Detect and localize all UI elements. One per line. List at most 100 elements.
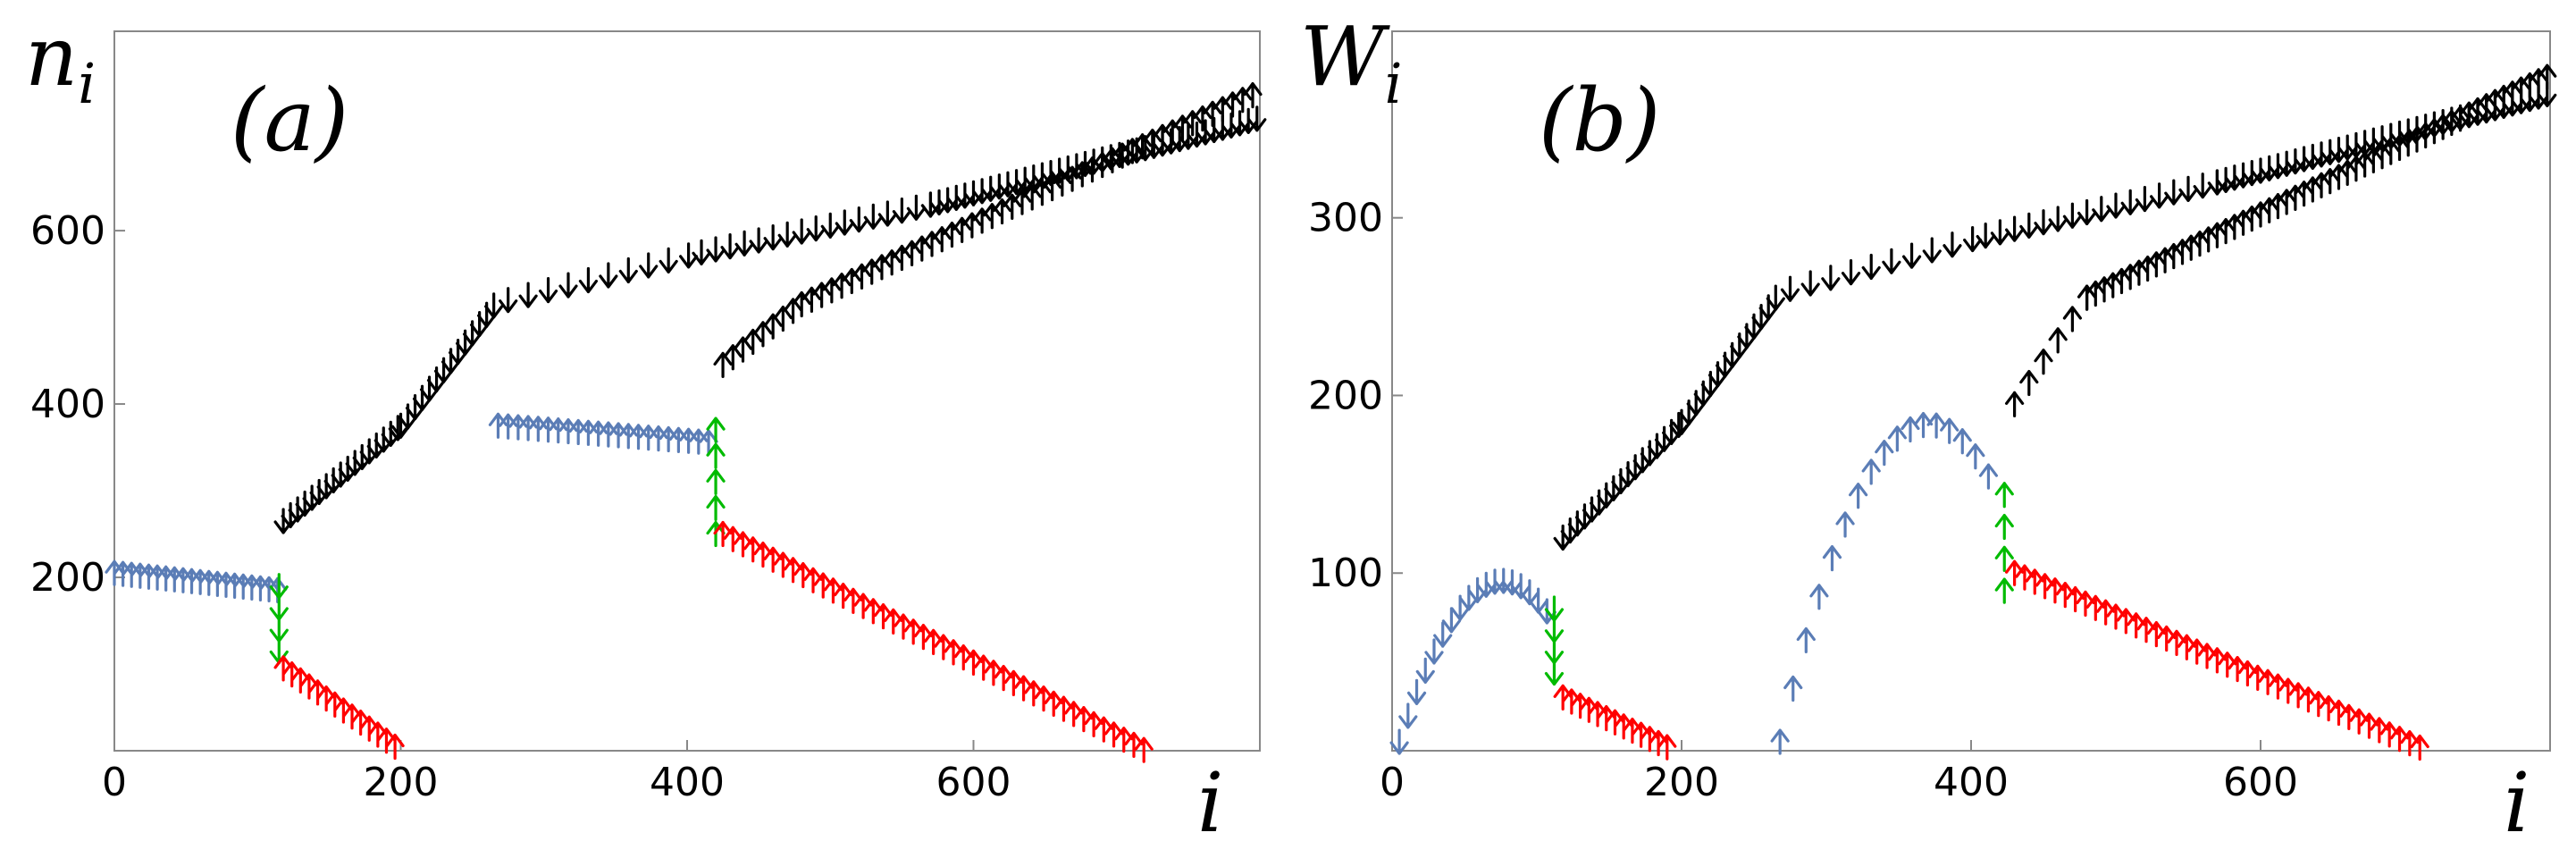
arrow-marker-b-12-40: [2424, 118, 2444, 145]
arrow-marker-a-5-9: [679, 242, 699, 269]
arrow-marker-a-10-20: [913, 624, 934, 651]
arrow-marker-a-6-5: [763, 224, 783, 251]
arrow-marker-b-12-33: [2363, 147, 2383, 174]
arrow-marker-b-6-13: [2164, 179, 2184, 206]
arrow-marker-a-6-13: [877, 200, 897, 227]
arrow-marker-b-1-0: [1544, 595, 1565, 622]
arrow-marker-b-3-11: [1632, 447, 1652, 474]
arrow-marker-b-10-14: [2146, 620, 2166, 648]
arrow-marker-a-11-6: [773, 305, 793, 332]
arrow-marker-b-12-39: [2416, 122, 2436, 149]
arrow-marker-a-12-44: [1233, 87, 1253, 114]
arrow-marker-b-5-0: [1780, 275, 1800, 302]
arrow-marker-b-10-20: [2207, 647, 2227, 674]
arrow-marker-a-5-6: [618, 257, 638, 284]
arrow-marker-a-9-2: [706, 468, 726, 495]
arrow-marker-a-5-4: [578, 266, 599, 294]
arrow-marker-b-2-4: [1588, 701, 1607, 727]
arrow-marker-b-6-12: [2150, 182, 2169, 209]
arrow-marker-a-2-10: [359, 715, 379, 742]
arrow-marker-b-10-4: [2045, 577, 2065, 604]
arrow-marker-a-10-27: [984, 660, 1003, 686]
arrow-marker-a-12-18: [972, 207, 992, 234]
arrow-marker-b-8-15: [1966, 443, 1985, 470]
x-tick-label-b-0: 0: [1380, 760, 1405, 805]
arrow-marker-a-3-4: [302, 484, 322, 511]
marks-b: [1389, 63, 2557, 761]
arrow-marker-a-2-3: [299, 673, 319, 700]
arrow-marker-b-11-0: [2005, 391, 2025, 418]
arrow-marker-a-12-19: [982, 203, 1002, 230]
arrow-marker-a-10-22: [934, 634, 953, 660]
arrow-marker-a-3-11: [352, 443, 372, 471]
arrow-marker-b-2-3: [1579, 696, 1598, 723]
arrow-marker-a-10-39: [1103, 721, 1124, 748]
x-axis-label-a: i: [1197, 755, 1223, 841]
arrow-marker-a-10-18: [894, 613, 913, 640]
arrow-marker-a-2-12: [376, 727, 397, 754]
arrow-marker-b-10-27: [2278, 677, 2298, 704]
arrow-marker-b-12-53: [2538, 63, 2557, 90]
arrow-marker-b-10-30: [2309, 691, 2328, 718]
arrow-marker-b-8-8: [1875, 440, 1894, 467]
arrow-marker-b-10-34: [2349, 708, 2369, 735]
y-tick-label-a-1: 400: [30, 382, 105, 427]
panel-label-b: (b): [1539, 71, 1660, 171]
arrow-marker-b-5-5: [1882, 248, 1901, 274]
arrow-marker-b-12-11: [2172, 239, 2193, 265]
arrow-marker-a-6-4: [749, 227, 768, 254]
arrow-marker-b-2-0: [1553, 684, 1573, 711]
y-tick-label-b-0: 100: [1308, 551, 1383, 596]
arrow-marker-b-10-40: [2410, 734, 2429, 761]
arrow-marker-b-10-23: [2237, 660, 2258, 687]
arrow-marker-a-3-13: [366, 432, 386, 459]
arrow-marker-b-8-2: [1796, 627, 1816, 654]
arrow-marker-b-12-2: [2094, 276, 2114, 303]
arrow-marker-a-12-33: [1122, 138, 1142, 164]
arrow-marker-b-12-13: [2190, 230, 2210, 257]
arrow-marker-b-3-10: [1625, 454, 1645, 481]
arrow-marker-b-6-4: [2034, 209, 2053, 236]
arrow-marker-a-5-8: [659, 247, 678, 274]
arrow-marker-b-6-7: [2077, 198, 2097, 226]
arrow-marker-b-10-3: [2035, 573, 2055, 600]
arrow-marker-a-10-41: [1124, 731, 1144, 759]
arrow-marker-b-2-2: [1571, 693, 1590, 719]
arrow-marker-a-2-11: [368, 721, 388, 748]
arrow-marker-a-9-4: [706, 416, 726, 443]
arrow-marker-a-12-22: [1012, 189, 1032, 215]
arrow-marker-a-12-4: [832, 273, 852, 299]
arrow-marker-b-12-25: [2295, 181, 2314, 207]
arrow-marker-b-10-6: [2066, 585, 2085, 613]
x-tick-label-a-1: 200: [364, 760, 439, 805]
arrow-marker-b-11-4: [2062, 306, 2082, 332]
arrow-marker-b-12-5: [2120, 264, 2140, 290]
arrow-marker-a-12-40: [1193, 105, 1212, 132]
arrow-marker-b-10-13: [2136, 617, 2156, 643]
arrow-marker-a-12-25: [1043, 174, 1062, 202]
arrow-marker-b-6-15: [2193, 172, 2212, 199]
arrow-marker-a-10-33: [1044, 690, 1063, 717]
arrow-marker-a-10-11: [823, 577, 843, 604]
arrow-marker-a-10-34: [1053, 695, 1074, 722]
arrow-marker-b-6-14: [2178, 175, 2198, 203]
arrow-marker-a-12-12: [912, 235, 932, 262]
arrow-marker-a-3-14: [373, 426, 393, 453]
arrow-marker-b-3-5: [1590, 489, 1609, 516]
arrow-marker-a-12-36: [1153, 123, 1172, 150]
arrow-marker-b-5-6: [1901, 242, 1922, 269]
arrow-marker-b-10-17: [2177, 634, 2196, 660]
arrow-marker-b-0-6: [1441, 607, 1462, 634]
arrow-marker-b-6-3: [2019, 212, 2039, 239]
arrow-marker-b-2-9: [1632, 721, 1651, 748]
arrow-marker-b-10-15: [2157, 625, 2177, 652]
arrow-marker-b-8-11: [1913, 412, 1934, 439]
arrow-marker-a-10-12: [834, 582, 853, 610]
arrow-marker-a-12-0: [792, 290, 811, 318]
arrow-marker-a-3-5: [309, 478, 329, 506]
arrow-marker-a-3-9: [338, 455, 357, 483]
arrow-marker-b-10-11: [2116, 608, 2135, 635]
arrow-marker-b-12-32: [2355, 151, 2375, 178]
arrow-marker-b-6-5: [2048, 206, 2068, 232]
x-tick-label-b-3: 600: [2223, 760, 2298, 805]
